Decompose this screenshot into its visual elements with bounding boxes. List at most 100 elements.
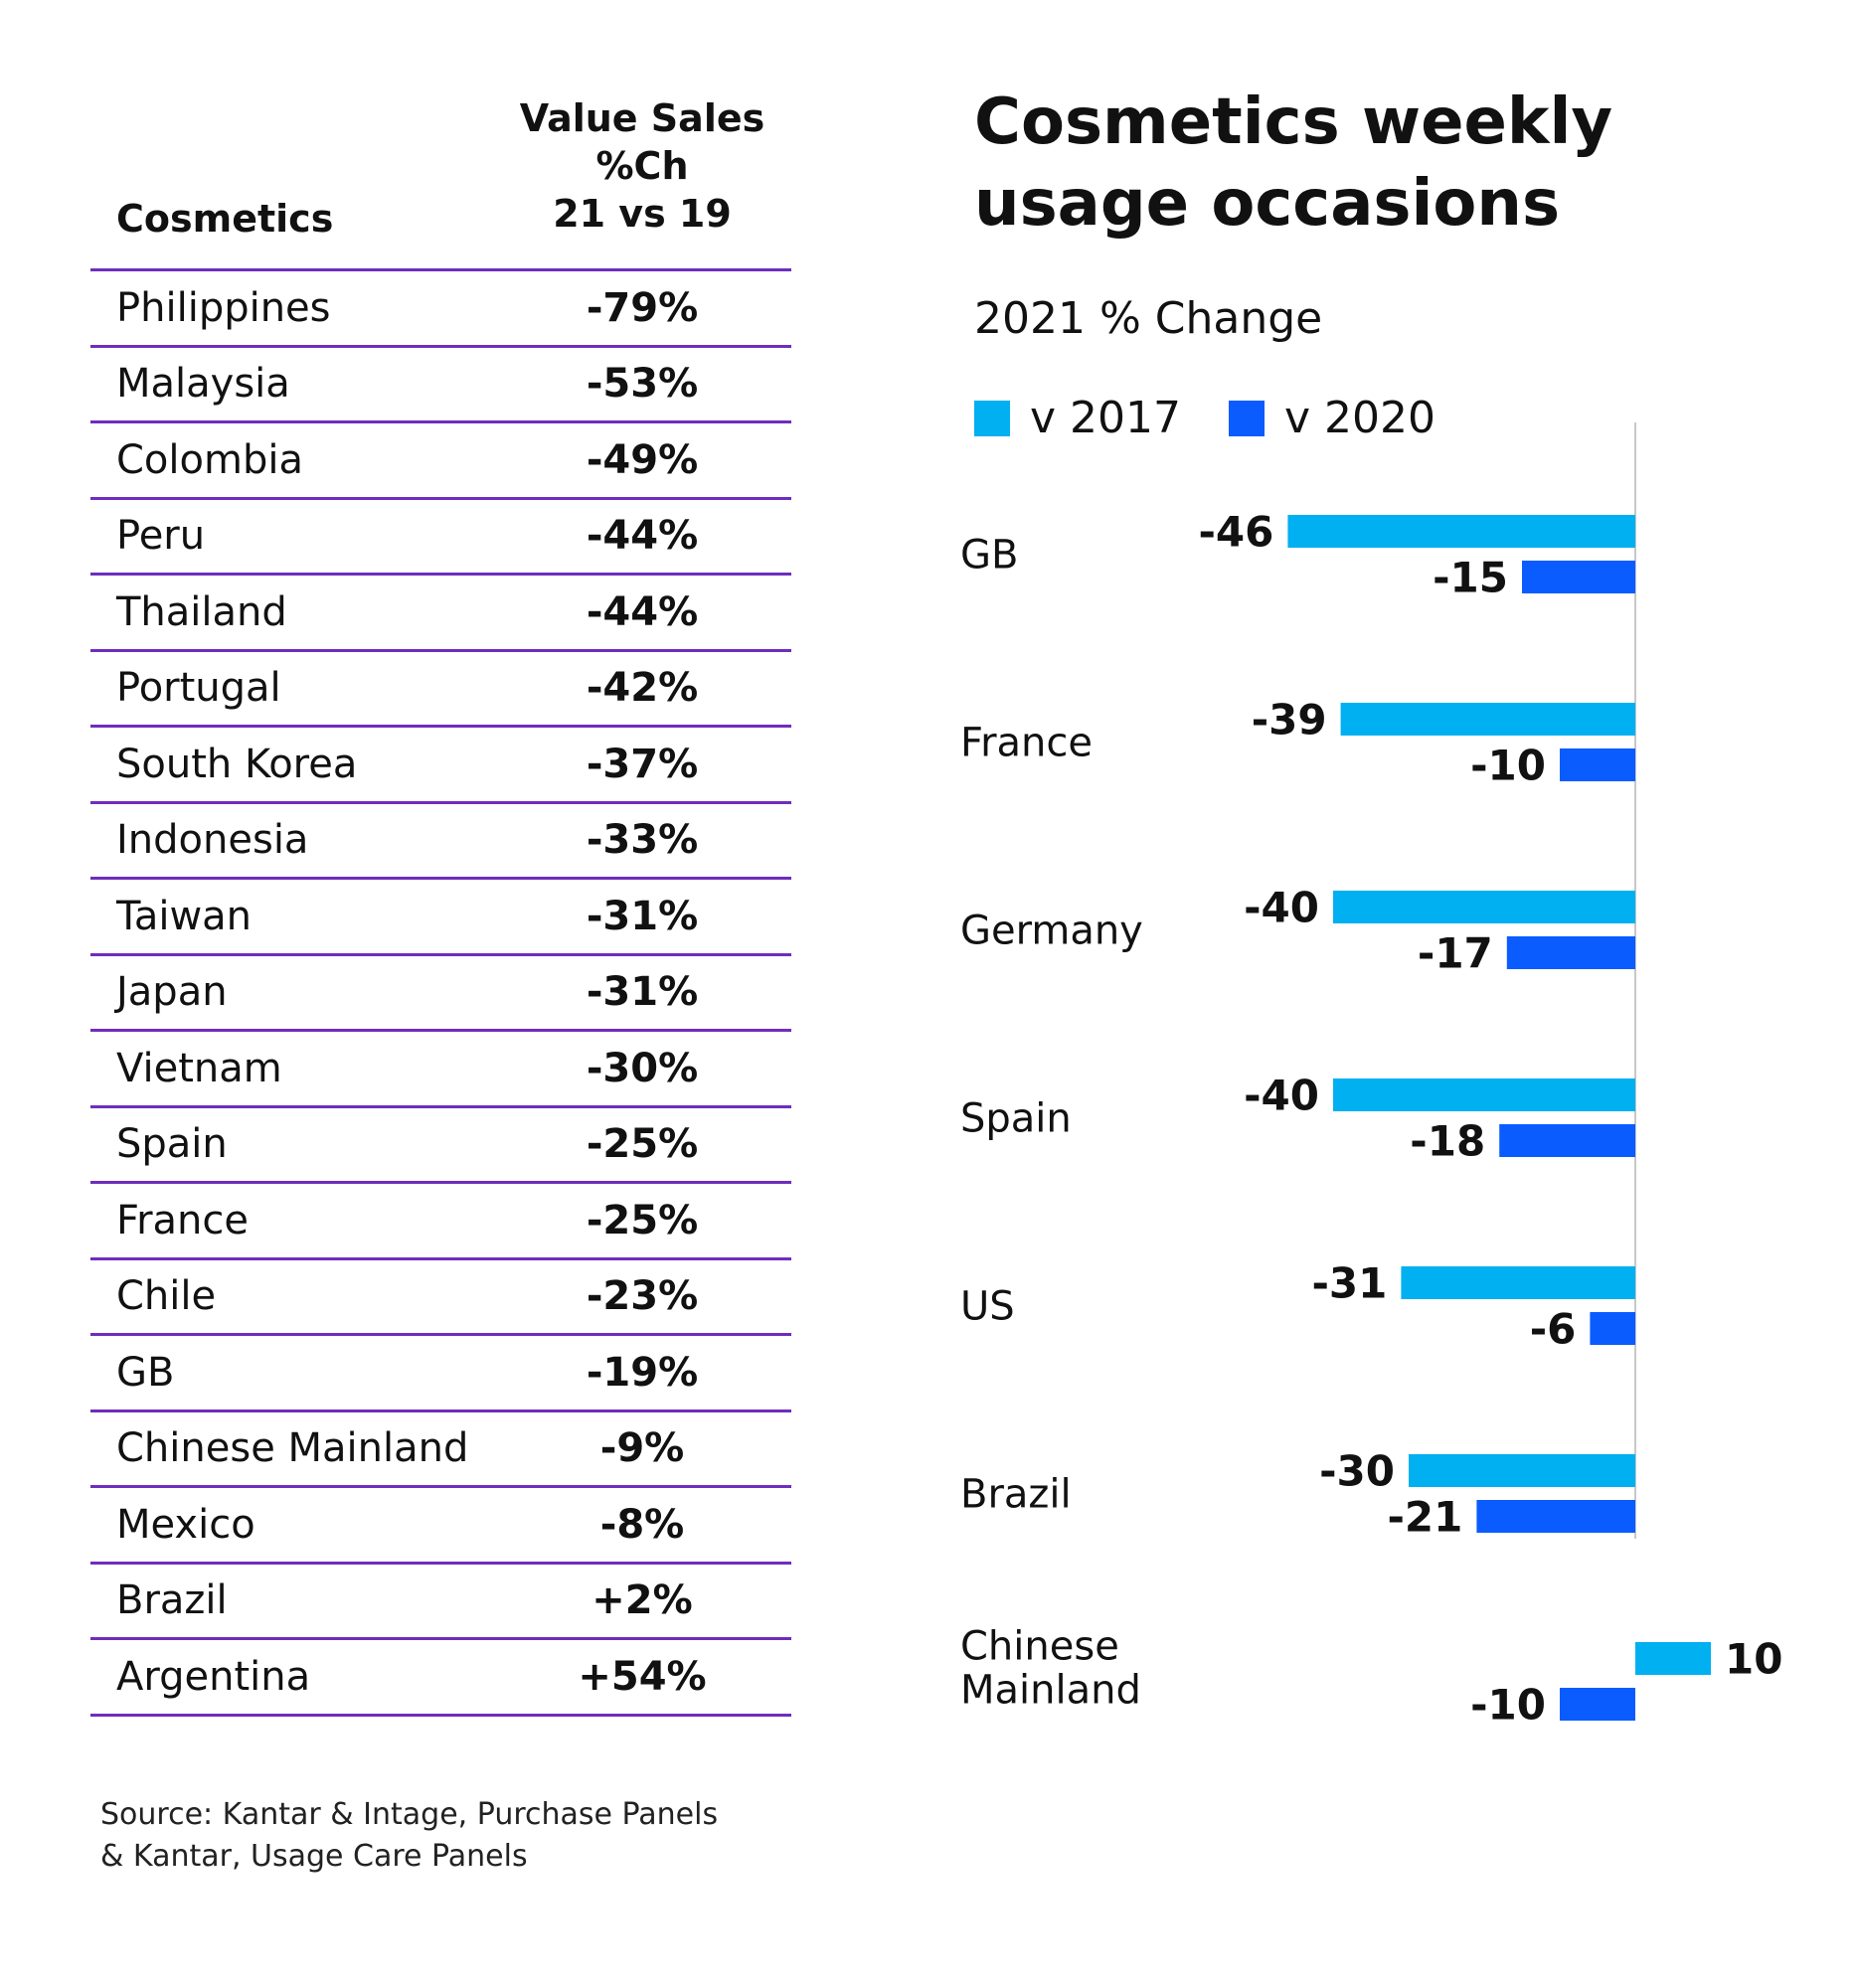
data-label: -46 — [1199, 508, 1274, 557]
table-row: Vietnam -30% — [90, 1032, 791, 1108]
table-cell-value: -31% — [586, 893, 699, 939]
table-cell-value: -19% — [586, 1349, 699, 1396]
bar-v2017 — [1333, 891, 1635, 923]
data-label: -31 — [1312, 1259, 1388, 1308]
table-cell-value: -44% — [586, 513, 699, 560]
table-cell-country: Brazil — [116, 1577, 228, 1624]
table-cell-country: Taiwan — [116, 893, 253, 939]
table-row: Colombia -49% — [90, 423, 791, 500]
table-row: Malaysia -53% — [90, 348, 791, 423]
data-label: -17 — [1418, 929, 1493, 978]
table-cell-country: Japan — [116, 969, 228, 1016]
table-cell-country: Chinese Mainland — [116, 1425, 469, 1472]
table-cell-value: -30% — [586, 1045, 699, 1091]
chart-subtitle: 2021 % Change — [974, 293, 1323, 344]
table-row: France -25% — [90, 1184, 791, 1260]
table-row: Chile -23% — [90, 1260, 791, 1336]
bar-v2020 — [1560, 1688, 1635, 1721]
data-label: -39 — [1252, 696, 1327, 745]
table-row: Chinese Mainland -9% — [90, 1412, 791, 1488]
bar-v2020 — [1499, 1124, 1635, 1157]
category-label: US — [960, 1284, 1015, 1330]
table-row: Taiwan -31% — [90, 880, 791, 956]
table-cell-value: -42% — [586, 665, 699, 712]
data-label: -15 — [1433, 554, 1508, 602]
bar-v2017 — [1409, 1454, 1635, 1487]
table-cell-value: +54% — [578, 1653, 707, 1700]
table-row: Philippines -79% — [90, 271, 791, 348]
data-label: -10 — [1470, 742, 1546, 790]
value-sales-table: Cosmetics Value Sales %Ch 21 vs 19 Phili… — [90, 94, 791, 1717]
table-cell-value: -79% — [586, 284, 699, 331]
table-cell-country: Indonesia — [116, 817, 309, 864]
table-body: Philippines -79% Malaysia -53% Colombia -49% P… — [90, 271, 791, 1717]
data-label: -21 — [1388, 1493, 1463, 1542]
category-label: Chinese Mainland — [960, 1624, 1141, 1714]
table-cell-value: -44% — [586, 588, 699, 635]
table-row: Peru -44% — [90, 500, 791, 576]
table-cell-country: Vietnam — [116, 1045, 282, 1091]
source-note: Source: Kantar & Intage, Purchase Panels… — [100, 1794, 718, 1878]
category-label: France — [960, 721, 1093, 766]
table-row: South Korea -37% — [90, 728, 791, 804]
data-label: -18 — [1410, 1117, 1485, 1166]
table-cell-country: Spain — [116, 1121, 228, 1168]
table-cell-country: Thailand — [116, 588, 287, 635]
table-cell-country: Peru — [116, 513, 206, 560]
chart-title: Cosmetics weekly usage occasions — [974, 85, 1613, 241]
legend-swatch-v2017 — [974, 401, 1010, 436]
category-label: Brazil — [960, 1472, 1072, 1518]
source-line-1: Source: Kantar & Intage, Purchase Panels — [100, 1797, 719, 1832]
table-cell-value: -33% — [586, 817, 699, 864]
table-cell-value: -53% — [586, 361, 699, 408]
table-cell-value: -9% — [599, 1425, 685, 1472]
table-header-value-sales: Value Sales %Ch 21 vs 19 — [498, 94, 786, 238]
table-cell-value: -8% — [599, 1501, 685, 1548]
table-cell-country: France — [116, 1197, 250, 1243]
data-label: -10 — [1470, 1681, 1546, 1730]
table-row: Indonesia -33% — [90, 804, 791, 880]
legend-label-v2020: v 2020 — [1284, 393, 1436, 443]
table-header-category: Cosmetics — [116, 197, 334, 241]
table-cell-value: -23% — [586, 1273, 699, 1320]
table-cell-value: -37% — [586, 741, 699, 787]
table-cell-value: -25% — [586, 1197, 699, 1243]
table-row: Mexico -8% — [90, 1488, 791, 1565]
data-label: -40 — [1244, 1072, 1319, 1120]
table-row: Thailand -44% — [90, 576, 791, 652]
table-row: GB -19% — [90, 1336, 791, 1412]
table-cell-country: Argentina — [116, 1653, 311, 1700]
header-line-2: %Ch — [595, 144, 689, 188]
bar-v2020 — [1560, 748, 1635, 781]
table-cell-country: Chile — [116, 1273, 217, 1320]
table-cell-value: -25% — [586, 1121, 699, 1168]
table-cell-country: Portugal — [116, 665, 281, 712]
table-row: Spain -25% — [90, 1108, 791, 1184]
data-label: -6 — [1530, 1305, 1577, 1354]
bar-v2017 — [1635, 1642, 1711, 1675]
bar-v2017 — [1287, 515, 1635, 548]
table-row: Brazil +2% — [90, 1565, 791, 1640]
category-label: Spain — [960, 1096, 1072, 1142]
table-row: Argentina +54% — [90, 1640, 791, 1717]
table-header: Cosmetics Value Sales %Ch 21 vs 19 — [90, 94, 791, 271]
table-cell-country: South Korea — [116, 741, 358, 787]
table-row: Portugal -42% — [90, 652, 791, 728]
category-label: GB — [960, 533, 1018, 579]
data-label: 10 — [1725, 1635, 1782, 1684]
header-line-1: Value Sales — [519, 96, 765, 140]
table-row: Japan -31% — [90, 956, 791, 1032]
table-cell-value: +2% — [591, 1577, 693, 1624]
table-cell-value: -31% — [586, 969, 699, 1016]
category-label: Germany — [960, 909, 1143, 954]
table-cell-country: Philippines — [116, 284, 331, 331]
legend-label-v2017: v 2017 — [1030, 393, 1182, 443]
table-cell-country: Colombia — [116, 436, 303, 483]
table-cell-country: GB — [116, 1349, 175, 1396]
bar-v2020 — [1506, 936, 1635, 969]
bar-v2020 — [1590, 1312, 1635, 1345]
bar-v2017 — [1333, 1078, 1635, 1111]
header-line-3: 21 vs 19 — [553, 192, 732, 236]
data-label: -40 — [1244, 884, 1319, 932]
